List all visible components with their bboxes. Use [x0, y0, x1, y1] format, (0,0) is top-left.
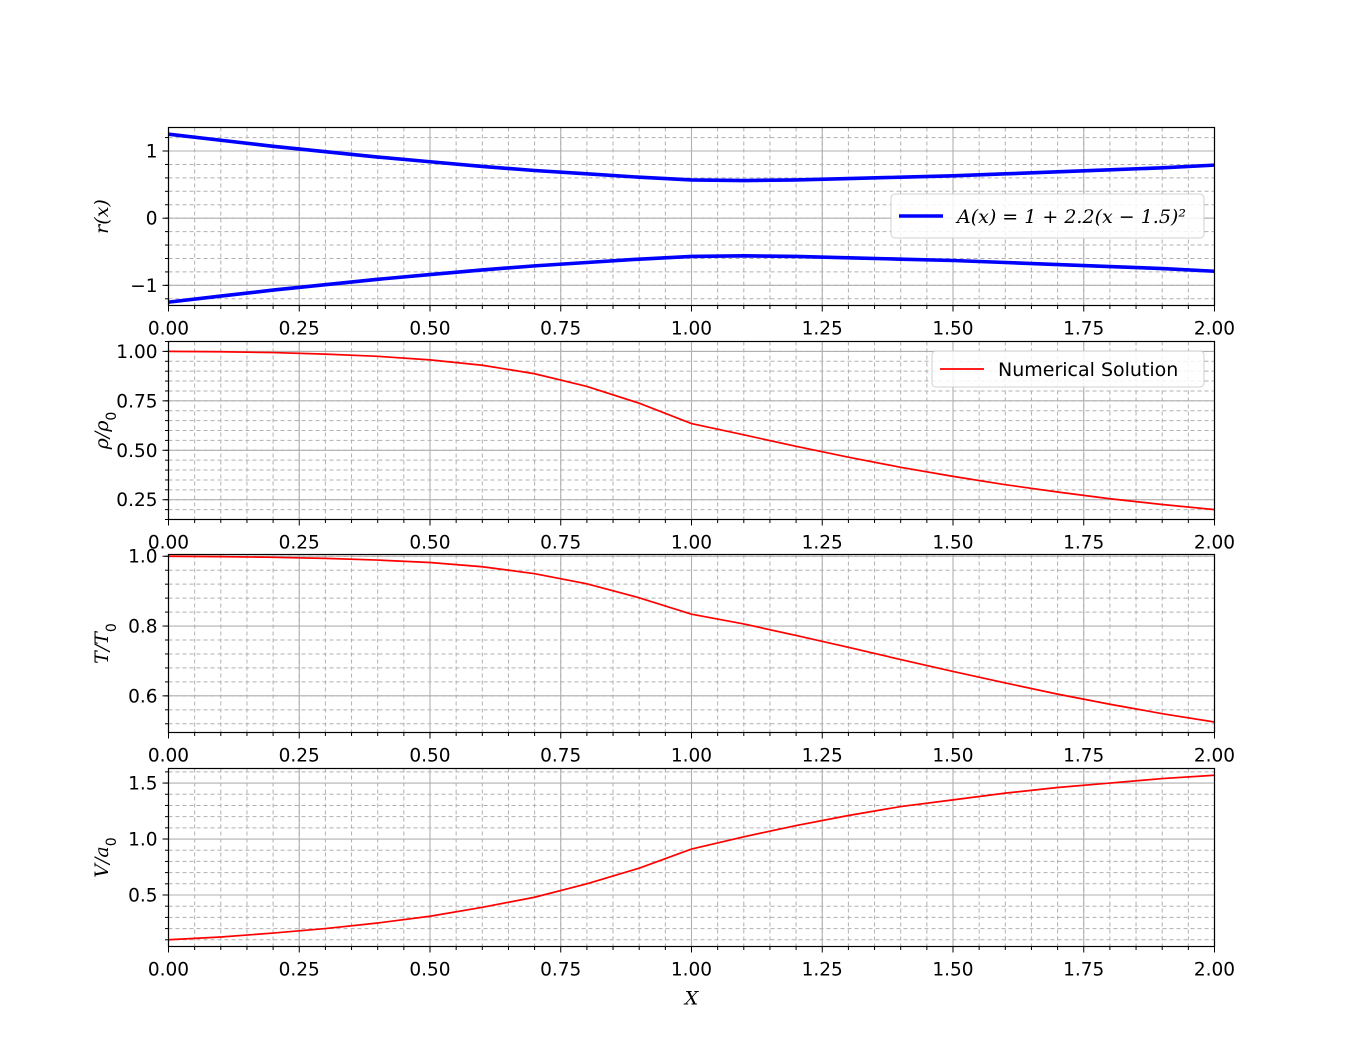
y-tick-label: 1.00	[116, 342, 157, 363]
x-tick-label: 2.00	[1194, 319, 1235, 340]
y-tick-label: 1.0	[128, 830, 157, 851]
y-tick-label: 0.5	[128, 886, 157, 907]
x-tick-label: 1.50	[932, 746, 973, 767]
y-tick-label: 1.0	[128, 547, 157, 568]
series-line-1	[168, 132, 1215, 183]
x-tick-label: 0.50	[409, 533, 450, 554]
x-tick-label: 1.25	[802, 960, 843, 981]
y-axis-label: V/a0	[91, 837, 120, 877]
grid	[167, 554, 1216, 733]
x-tick-label: 2.00	[1194, 960, 1235, 981]
y-tick-label: −1	[130, 276, 157, 297]
x-tick-label: 0.25	[279, 746, 320, 767]
y-tick-label: 0.8	[128, 617, 157, 638]
x-tick-label: 1.25	[802, 319, 843, 340]
series-line-2	[168, 253, 1215, 304]
x-tick-label: 0.75	[540, 960, 581, 981]
x-tick-label: 1.75	[1063, 960, 1104, 981]
x-tick-label: 0.00	[148, 533, 189, 554]
y-tick-label: 0	[146, 209, 158, 230]
x-tick-label: 1.50	[932, 319, 973, 340]
x-tick-label: 1.75	[1063, 319, 1104, 340]
y-axis-label: r(x)	[91, 199, 113, 234]
y-axis-label: T/T0	[91, 623, 120, 664]
legend-label: Numerical Solution	[998, 359, 1178, 381]
x-tick-label: 0.50	[409, 319, 450, 340]
x-tick-label: 1.00	[671, 533, 712, 554]
series-line-1	[168, 774, 1215, 941]
x-tick-label: 1.50	[932, 533, 973, 554]
x-tick-label: 0.00	[148, 746, 189, 767]
series-line-1	[168, 555, 1215, 723]
y-tick-label: 1.5	[128, 774, 157, 795]
y-tick-label: 0.25	[116, 490, 157, 511]
y-tick-label: 1	[146, 142, 158, 163]
subplot-1: 0.00 0.25 0.50 0.75 1.00 1.25 1.50 1.75 2.00 1 0 −1…	[91, 126, 1235, 340]
x-tick-label: 0.00	[148, 960, 189, 981]
x-tick-label: 1.25	[802, 533, 843, 554]
x-tick-label: 1.75	[1063, 746, 1104, 767]
legend-box	[931, 350, 1205, 388]
legend: Numerical Solution	[931, 350, 1205, 388]
legend-box	[890, 193, 1205, 239]
y-tick-label: 0.75	[116, 391, 157, 412]
x-tick-label: 2.00	[1194, 746, 1235, 767]
grid	[167, 768, 1216, 947]
x-tick-label: 0.25	[279, 319, 320, 340]
x-tick-label: 2.00	[1194, 533, 1235, 554]
legend-label: A(x) = 1 + 2.2(x − 1.5)²	[955, 206, 1186, 228]
legend: A(x) = 1 + 2.2(x − 1.5)²	[890, 193, 1205, 239]
x-tick-label: 0.50	[409, 746, 450, 767]
y-axis-label: ρ/ρ0	[91, 412, 120, 451]
y-tick-label: 0.6	[128, 686, 157, 707]
x-tick-label: 1.00	[671, 319, 712, 340]
x-tick-label: 0.50	[409, 960, 450, 981]
series-line-1	[168, 350, 1215, 511]
x-tick-label: 0.25	[279, 960, 320, 981]
x-axis-label: X	[683, 988, 700, 1010]
y-tick-label: 0.50	[116, 441, 157, 462]
x-tick-label: 1.00	[671, 960, 712, 981]
subplot-3: 0.00 0.25 0.50 0.75 1.00 1.25 1.50 1.75 2.00 1.0 0…	[91, 547, 1235, 767]
x-tick-label: 0.25	[279, 533, 320, 554]
subplot-2: 0.00 0.25 0.50 0.75 1.00 1.25 1.50 1.75 2.00 1.00…	[91, 340, 1235, 554]
x-tick-label: 0.75	[540, 746, 581, 767]
x-tick-label: 1.75	[1063, 533, 1104, 554]
x-tick-label: 1.00	[671, 746, 712, 767]
x-tick-label: 1.50	[932, 960, 973, 981]
grid	[167, 127, 1216, 306]
x-tick-label: 0.00	[148, 319, 189, 340]
x-tick-label: 1.25	[802, 746, 843, 767]
subplot-4: 0.00 0.25 0.50 0.75 1.00 1.25 1.50 1.75 2.00 1.5 1…	[91, 767, 1235, 1010]
x-tick-label: 0.75	[540, 533, 581, 554]
x-tick-label: 0.75	[540, 319, 581, 340]
